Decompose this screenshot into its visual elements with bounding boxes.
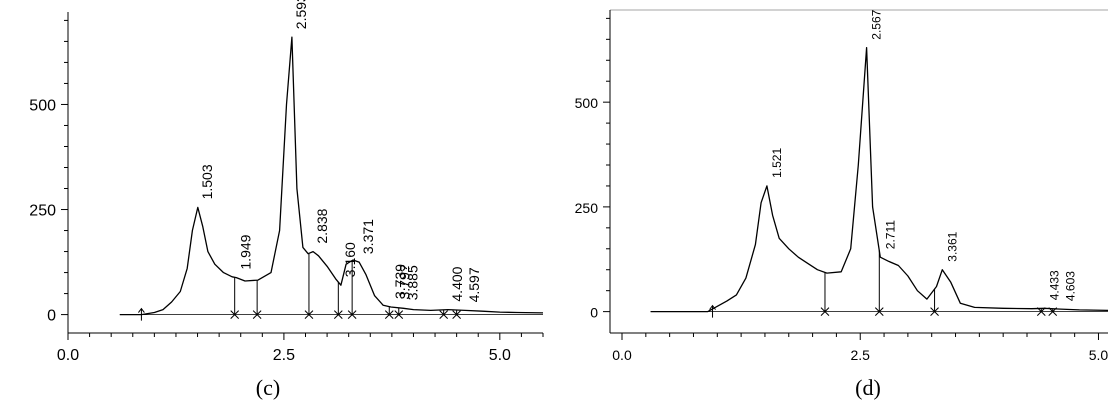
chart-panel-c: 0 250 500 0.0 2.5 5.0 1.503 1.949 2.593 2.838 3.16… bbox=[29, 0, 544, 400]
y-tick-label: 0 bbox=[47, 308, 56, 325]
integration-mark bbox=[347, 310, 357, 319]
integration-mark bbox=[930, 307, 939, 316]
y-tick-label: 250 bbox=[29, 203, 56, 220]
integration-mark bbox=[394, 310, 404, 319]
peak-label: 1.503 bbox=[199, 164, 215, 199]
peak-label: 2.711 bbox=[883, 220, 897, 249]
x-tick-label: 0.0 bbox=[57, 347, 79, 364]
start-arrow bbox=[709, 304, 716, 318]
x-tick-label: 0.0 bbox=[612, 347, 632, 363]
y-tick-label: 0 bbox=[590, 305, 598, 321]
x-tick-label: 2.5 bbox=[273, 347, 295, 364]
peak-label: 3.361 bbox=[945, 231, 959, 261]
peak-label: 3.371 bbox=[360, 219, 376, 254]
peak-label: 4.597 bbox=[466, 267, 482, 302]
integration-mark bbox=[439, 310, 449, 319]
chromatogram-trace bbox=[119, 36, 544, 316]
panel-caption: (d) bbox=[855, 375, 881, 400]
peak-label: 3.160 bbox=[342, 242, 358, 277]
integration-mark bbox=[384, 310, 394, 319]
chromatogram-trace bbox=[650, 47, 1109, 313]
y-tick-label: 500 bbox=[29, 97, 56, 114]
x-tick-label: 5.0 bbox=[489, 347, 511, 364]
peak-label: 3.885 bbox=[405, 265, 421, 300]
integration-mark bbox=[874, 307, 884, 316]
x-tick-label: 2.5 bbox=[851, 347, 871, 363]
start-arrow bbox=[138, 307, 145, 321]
integration-mark bbox=[1036, 307, 1046, 316]
integration-mark bbox=[252, 310, 262, 319]
peak-label: 3.739 bbox=[392, 264, 408, 299]
peak-label: 4.433 bbox=[1047, 270, 1061, 300]
peak-label: 2.838 bbox=[314, 208, 330, 243]
panel-caption: (c) bbox=[256, 375, 280, 400]
peak-label: 2.593 bbox=[293, 0, 309, 29]
integration-mark bbox=[230, 310, 240, 319]
peak-label: 1.521 bbox=[770, 148, 784, 178]
integration-mark bbox=[452, 310, 461, 319]
integration-mark bbox=[333, 310, 343, 319]
chart-panel-d: 0 250 500 0.0 2.5 5.0 1.521 2.567 2.711 3.361 4.43… bbox=[575, 9, 1109, 400]
x-tick-label: 5.0 bbox=[1089, 347, 1109, 363]
y-tick-label: 250 bbox=[575, 200, 599, 216]
integration-mark bbox=[1048, 307, 1058, 316]
peak-label: 2.567 bbox=[870, 9, 884, 39]
peak-label: 4.400 bbox=[449, 266, 465, 301]
peak-label: 4.603 bbox=[1064, 271, 1078, 301]
integration-mark bbox=[820, 307, 830, 316]
peak-label: 3.79? bbox=[396, 264, 412, 299]
y-tick-label: 500 bbox=[575, 95, 599, 111]
integration-mark bbox=[304, 310, 314, 319]
peak-label: 1.949 bbox=[237, 234, 253, 269]
